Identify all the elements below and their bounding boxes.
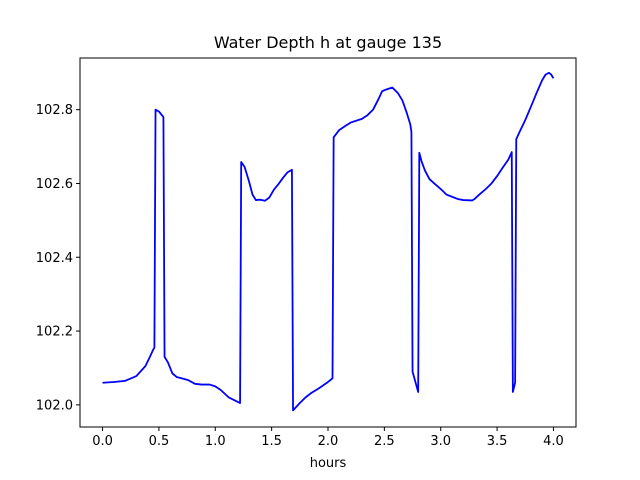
x-axis: 0.0 0.5 1.0 1.5 2.0 2.5 3.0 3.5 4.0 (92, 427, 564, 449)
x-tick-label: 1.5 (261, 434, 282, 449)
x-tick-label: 0.0 (92, 434, 113, 449)
y-tick-label: 102.8 (36, 103, 73, 118)
x-tick-label: 3.5 (487, 434, 508, 449)
x-tick-label: 2.0 (318, 434, 339, 449)
x-tick-label: 4.0 (543, 434, 564, 449)
y-axis: 102.0 102.2 102.4 102.6 102.8 (36, 103, 80, 413)
series-layer (102, 71, 555, 412)
x-tick-label: 3.0 (430, 434, 451, 449)
y-tick-label: 102.0 (36, 398, 73, 413)
x-axis-label: hours (310, 456, 347, 471)
y-tick-label: 102.4 (36, 251, 73, 266)
series-line-0 (102, 71, 555, 412)
x-tick-label: 1.0 (205, 434, 226, 449)
chart-title: Water Depth h at gauge 135 (214, 33, 442, 52)
x-tick-label: 2.5 (374, 434, 395, 449)
x-tick-label: 0.5 (149, 434, 170, 449)
y-tick-label: 102.6 (36, 177, 73, 192)
y-tick-label: 102.2 (36, 325, 73, 340)
